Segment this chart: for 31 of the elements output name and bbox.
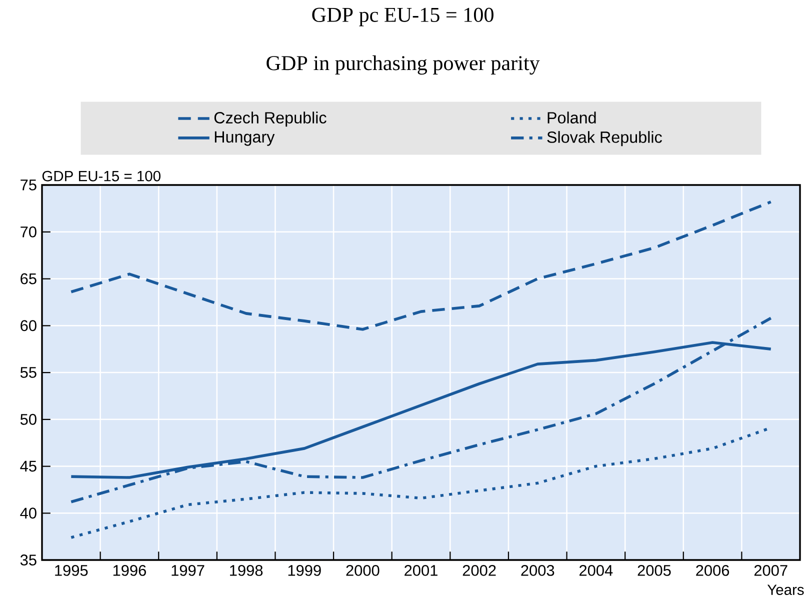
chart-subtitle: GDP in purchasing power parity <box>266 55 540 75</box>
x-tick-label: 2005 <box>638 564 671 576</box>
y-tick-label: 55 <box>20 367 36 378</box>
x-tick-label: 2001 <box>404 564 438 576</box>
legend-label: Slovak Republic <box>547 131 662 146</box>
legend-label: Poland <box>548 112 596 124</box>
line-series <box>70 200 772 331</box>
x-tick-label: 2003 <box>521 564 554 576</box>
y-tick-label: 70 <box>20 226 36 238</box>
x-tick-label: 2004 <box>580 564 613 576</box>
x-tick-label: 1995 <box>55 564 88 576</box>
y-tick-label: 60 <box>20 320 36 332</box>
x-tick-label: 1997 <box>172 564 204 576</box>
y-tick-label: 40 <box>20 508 36 519</box>
x-tick-label: 2007 <box>754 564 788 576</box>
chart-title: GDP pc EU-15 = 100 <box>312 8 494 26</box>
y-tick-label: 50 <box>20 414 36 425</box>
x-axis-title: Years <box>767 584 804 595</box>
x-tick-label: 2000 <box>346 564 380 576</box>
y-tick-label: 45 <box>20 460 36 472</box>
x-tick-label: 1998 <box>230 564 263 576</box>
x-tick-label: 1996 <box>113 564 146 576</box>
x-tick-label: 1999 <box>288 564 321 576</box>
legend-label: Czech Republic <box>214 112 326 127</box>
y-tick-label: 35 <box>20 554 36 566</box>
x-tick-label: 2002 <box>462 564 496 576</box>
y-axis-title: GDP EU-15 = 100 <box>42 170 160 182</box>
legend-label: Hungary <box>214 131 275 146</box>
x-tick-label: 2006 <box>696 564 730 576</box>
y-tick-label: 75 <box>20 180 36 190</box>
y-tick-label: 65 <box>20 273 36 284</box>
